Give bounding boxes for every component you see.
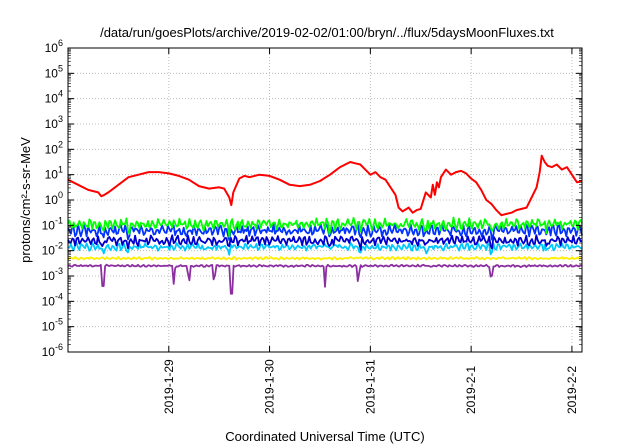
y-tick-label: 105	[45, 63, 63, 80]
y-tick-label: 10-6	[42, 342, 63, 359]
y-tick-label: 10-4	[42, 291, 63, 308]
series-line-0	[67, 154, 583, 217]
y-tick-label: 102	[45, 139, 63, 156]
series-line-3	[67, 234, 583, 251]
x-axis: 2019-1-29 2019-1-30 2019-1-31 2019-2-1 2019-…	[162, 48, 579, 414]
plot-frame	[67, 47, 583, 353]
x-tick-label: 2019-2-1	[464, 366, 478, 414]
series-line-1	[67, 216, 583, 238]
x-tick-label: 2019-1-30	[263, 359, 277, 414]
y-axis: 10-6 10-5 10-4 10-3 10-2 10-1 100 101 102 103 104 1…	[42, 38, 582, 359]
y-tick-label: 104	[45, 89, 63, 106]
series-line-6	[67, 263, 583, 295]
series-group	[67, 154, 583, 295]
x-tick-label: 2019-1-31	[363, 359, 377, 414]
x-tick-label: 2019-1-29	[162, 359, 176, 414]
y-tick-label: 10-5	[42, 317, 63, 334]
x-axis-label: Coordinated Universal Time (UTC)	[225, 429, 424, 444]
gridlines	[68, 48, 582, 352]
chart-title: /data/run/goesPlots/archive/2019-02-02/0…	[100, 25, 554, 40]
series-line-5	[67, 255, 583, 261]
y-tick-label: 10-1	[42, 215, 63, 232]
series-line-4	[67, 241, 583, 256]
y-tick-label: 106	[45, 38, 63, 55]
y-tick-label: 101	[45, 165, 63, 182]
y-axis-label: protons/cm²-s-sr-MeV	[18, 137, 33, 263]
y-tick-label: 100	[45, 190, 63, 207]
y-tick-label: 10-3	[42, 266, 63, 283]
y-tick-label: 10-2	[42, 241, 63, 258]
x-tick-label: 2019-2-2	[565, 366, 579, 414]
y-tick-label: 103	[45, 114, 63, 131]
